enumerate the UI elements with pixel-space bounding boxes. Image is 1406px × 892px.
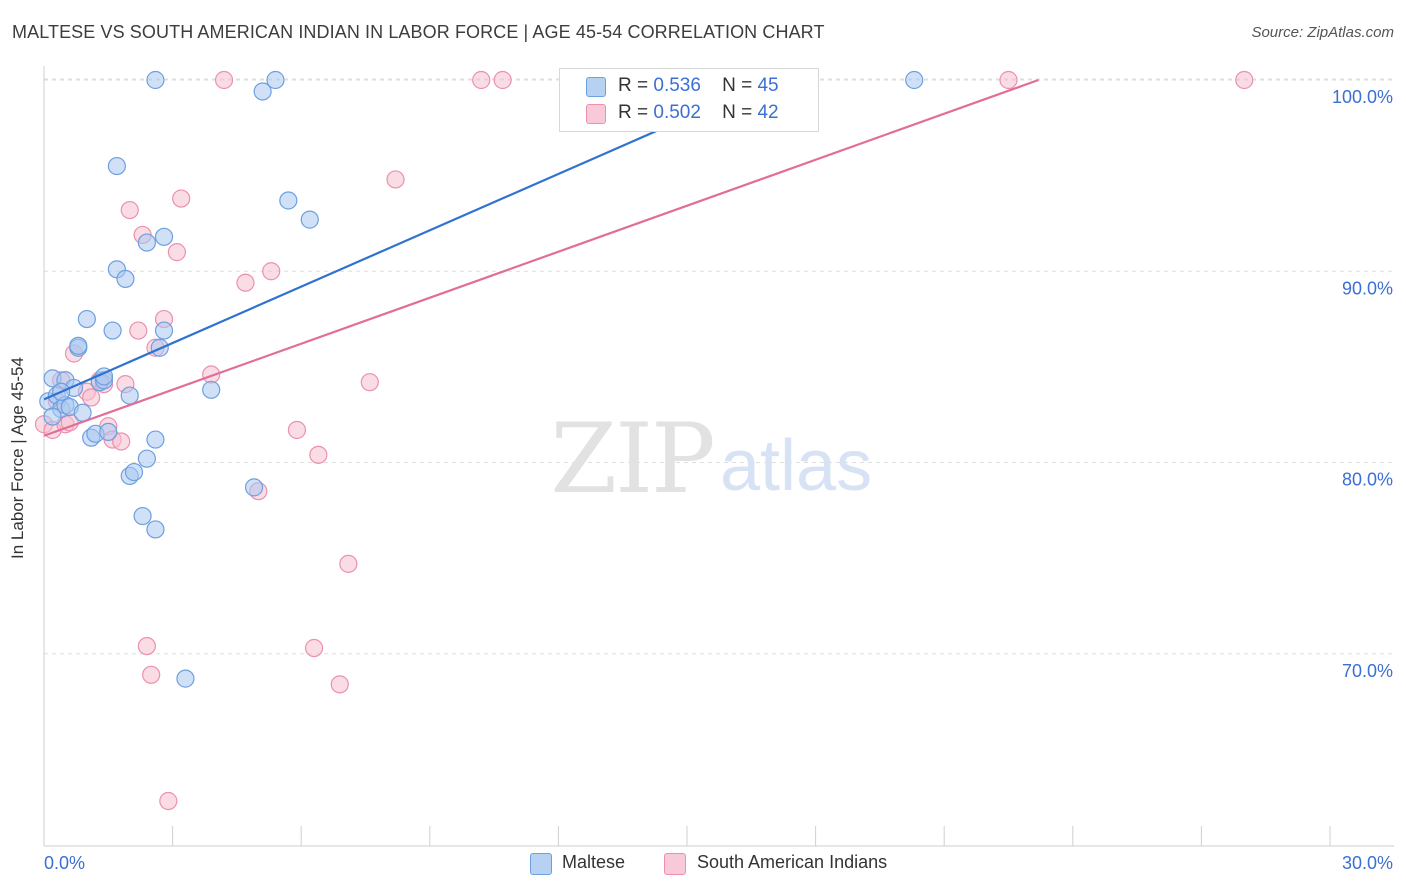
data-point-maltese [124,462,144,482]
legend-n-value: 45 [757,75,779,96]
legend-n-label: N = [722,75,753,96]
y-tick-label: 80.0% [1342,470,1393,490]
data-point-south-american-indians [137,636,156,656]
data-point-maltese [133,506,152,526]
data-point-maltese [137,233,156,252]
legend-n-value: 42 [757,102,779,123]
data-point-south-american-indians [330,675,349,694]
data-point-maltese [120,386,139,405]
data-point-maltese [146,520,165,539]
data-point-south-american-indians [999,70,1018,90]
legend-n-label: N = [722,102,753,123]
data-point-south-american-indians [262,262,281,281]
watermark-atlas: atlas [720,426,872,506]
y-tick-label: 100.0% [1332,87,1393,107]
chart-title: MALTESE VS SOUTH AMERICAN INDIAN IN LABO… [12,22,825,42]
data-point-south-american-indians [112,432,131,451]
data-point-maltese [146,430,165,449]
data-point-maltese [176,669,195,688]
data-point-maltese [103,321,122,340]
watermark: ZIP atlas [550,403,872,515]
gridlines [44,78,1394,655]
data-point-maltese [146,70,165,90]
data-point-south-american-indians [360,373,379,392]
data-point-maltese [107,156,126,176]
data-point-maltese [154,227,174,246]
data-point-maltese [116,269,135,288]
data-point-maltese [202,380,221,399]
series-maltese [39,70,924,688]
watermark-zip: ZIP [550,403,713,515]
data-point-maltese [244,478,264,497]
data-point-maltese [905,70,924,90]
data-point-maltese [279,191,298,210]
data-point-maltese [137,449,156,468]
legend-r-value: 0.502 [653,102,701,123]
legend-r-value: 0.536 [653,75,701,96]
data-point-maltese [266,70,285,90]
y-axis-label: In Labor Force | Age 45-54 [8,357,27,559]
data-point-south-american-indians [287,420,307,440]
bottom-legend-label-south-american-indians: South American Indians [697,852,888,872]
y-tick-label: 90.0% [1342,278,1393,298]
data-point-south-american-indians [309,445,328,464]
x-tick-label: 30.0% [1342,853,1393,873]
data-point-maltese [99,422,118,441]
bottom-legend-label-maltese: Maltese [562,852,626,872]
data-point-south-american-indians [339,554,358,573]
bottom-legend-swatch-maltese [530,853,552,875]
data-point-south-american-indians [304,638,324,658]
data-point-south-american-indians [386,170,405,189]
data-point-south-american-indians [472,70,491,90]
data-point-south-american-indians [142,665,161,684]
data-point-south-american-indians [129,321,148,340]
trend-line-south-american-indians [43,78,1039,437]
trend-line-maltese [43,78,774,401]
y-tick-label: 70.0% [1342,661,1393,681]
data-point-south-american-indians [1235,70,1254,90]
data-point-south-american-indians [214,70,234,90]
legend-r-label: R = [618,102,649,123]
source-label: Source: ZipAtlas.com [1251,24,1394,41]
data-point-maltese [300,210,319,229]
data-point-maltese [69,336,88,355]
x-tick-label: 0.0% [44,853,85,873]
legend-r-label: R = [618,75,649,96]
data-point-south-american-indians [82,388,101,407]
trend-lines [43,78,1039,437]
tick-labels: 70.0% 80.0% 90.0% 100.0% 0.0% 30.0% [44,87,1393,873]
data-point-maltese [43,407,62,426]
bottom-legend-swatch-south-american-indians [664,853,686,875]
data-point-south-american-indians [493,70,512,90]
legend: R = 0.536 N = 45 R = 0.502 N = 42 [559,68,819,132]
data-point-maltese [154,321,174,340]
axes [43,66,1394,847]
data-point-maltese [253,82,272,101]
legend-swatch-south-american-indians [586,104,606,124]
data-point-south-american-indians [159,791,178,811]
data-point-south-american-indians [167,243,186,262]
data-point-south-american-indians [120,200,139,220]
legend-swatch-maltese [586,77,606,97]
data-point-maltese [77,309,96,329]
data-point-south-american-indians [172,189,191,208]
data-point-south-american-indians [236,273,255,292]
